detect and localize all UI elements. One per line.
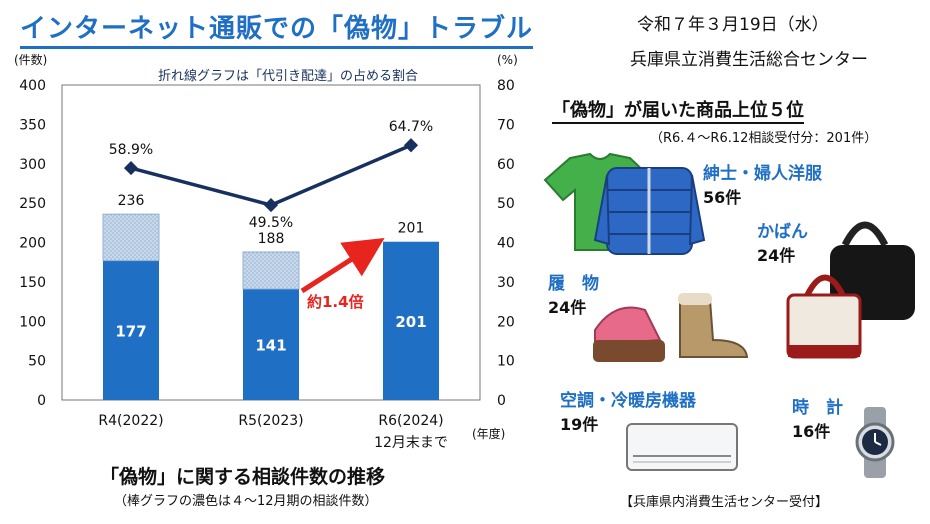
shoes-icon [593,293,749,362]
y-left-unit: (件数) [14,52,47,67]
bar-total-label: 188 [258,231,285,247]
x-tick-label: R5(2023) [238,413,303,429]
x-axis-unit: (年度) [472,426,505,441]
growth-arrow [300,237,385,294]
y-right-tick-label: 0 [497,393,506,409]
date-text: 令和７年３月19日（水） [637,15,829,35]
y-left-tick-label: 350 [19,117,46,133]
y-left-tick-label: 300 [19,157,46,173]
ranking-count-3: 24件 [548,298,587,317]
watch-icon [855,407,895,478]
x-tick-label: R6(2024) [378,413,443,429]
bar-total-label: 201 [398,221,425,237]
bar-value-label: 141 [255,336,286,354]
bar-total-label: 236 [118,193,145,209]
bar-base [383,241,439,400]
source-note: 【兵庫県内消費生活センター受付】 [620,495,829,510]
ranking-category-4: 空調・冷暖房機器 [560,391,696,411]
page-title: インターネット通販での「偽物」トラブル [20,8,534,49]
bar-value-label: 201 [395,313,426,331]
ranking-category-2: かばん [757,222,808,242]
ranking-period: （R6.４～R6.12相談受付分：201件） [650,131,878,146]
ranking-category-1: 紳士・婦人洋服 [703,164,822,184]
ranking-count-1: 56件 [703,188,742,207]
ranking-count-2: 24件 [757,246,796,265]
clothes-icon [543,152,706,255]
ratio-point [263,198,279,213]
bar-base [243,288,299,400]
air-conditioner-icon [626,423,738,471]
y-right-tick-label: 40 [497,236,515,252]
y-left-tick-label: 100 [19,314,46,330]
ratio-label: 64.7% [389,119,433,135]
chart-note: （棒グラフの濃色は４～12月期の相談件数） [114,494,378,509]
ratio-label: 58.9% [109,142,153,158]
y-left-tick-label: 400 [19,78,46,94]
y-left-tick-label: 250 [19,196,46,212]
ranking-category-3: 履 物 [548,274,599,294]
y-left-tick-label: 0 [37,393,46,409]
bar-top [242,251,300,290]
y-right-unit: (%) [497,53,518,67]
x-category-note: 12月末まで [374,435,448,451]
y-right-tick-label: 60 [497,157,515,173]
y-right-tick-label: 50 [497,196,515,212]
y-left-tick-label: 200 [19,236,46,252]
organization-name: 兵庫県立消費生活総合センター [630,50,868,70]
bag-icon [786,221,915,359]
chart-title: 「偽物」に関する相談件数の推移 [100,466,386,488]
ranking-category-5: 時 計 [792,398,843,418]
y-right-tick-label: 70 [497,117,515,133]
ranking-title: 「偽物」が届いた商品上位５位 [552,96,804,124]
ratio-point [123,161,139,176]
ratio-line [130,143,412,207]
y-right-tick-label: 30 [497,275,515,291]
y-right-tick-label: 80 [497,78,515,94]
y-right-tick-label: 20 [497,314,515,330]
y-left-tick-label: 50 [28,354,46,370]
ranking-count-5: 16件 [792,422,831,441]
ranking-count-4: 19件 [560,415,599,434]
bar-top [102,213,160,262]
bar-base [103,260,159,400]
x-tick-label: R4(2022) [98,413,163,429]
ratio-label: 49.5% [249,215,293,231]
y-right-tick-label: 10 [497,354,515,370]
bar-value-label: 177 [115,322,146,340]
growth-label: 約1.4倍 [307,293,364,311]
line-caption: 折れ線グラフは「代引き配達」の占める割合 [158,68,418,84]
y-left-tick-label: 150 [19,275,46,291]
ratio-point [403,138,419,153]
